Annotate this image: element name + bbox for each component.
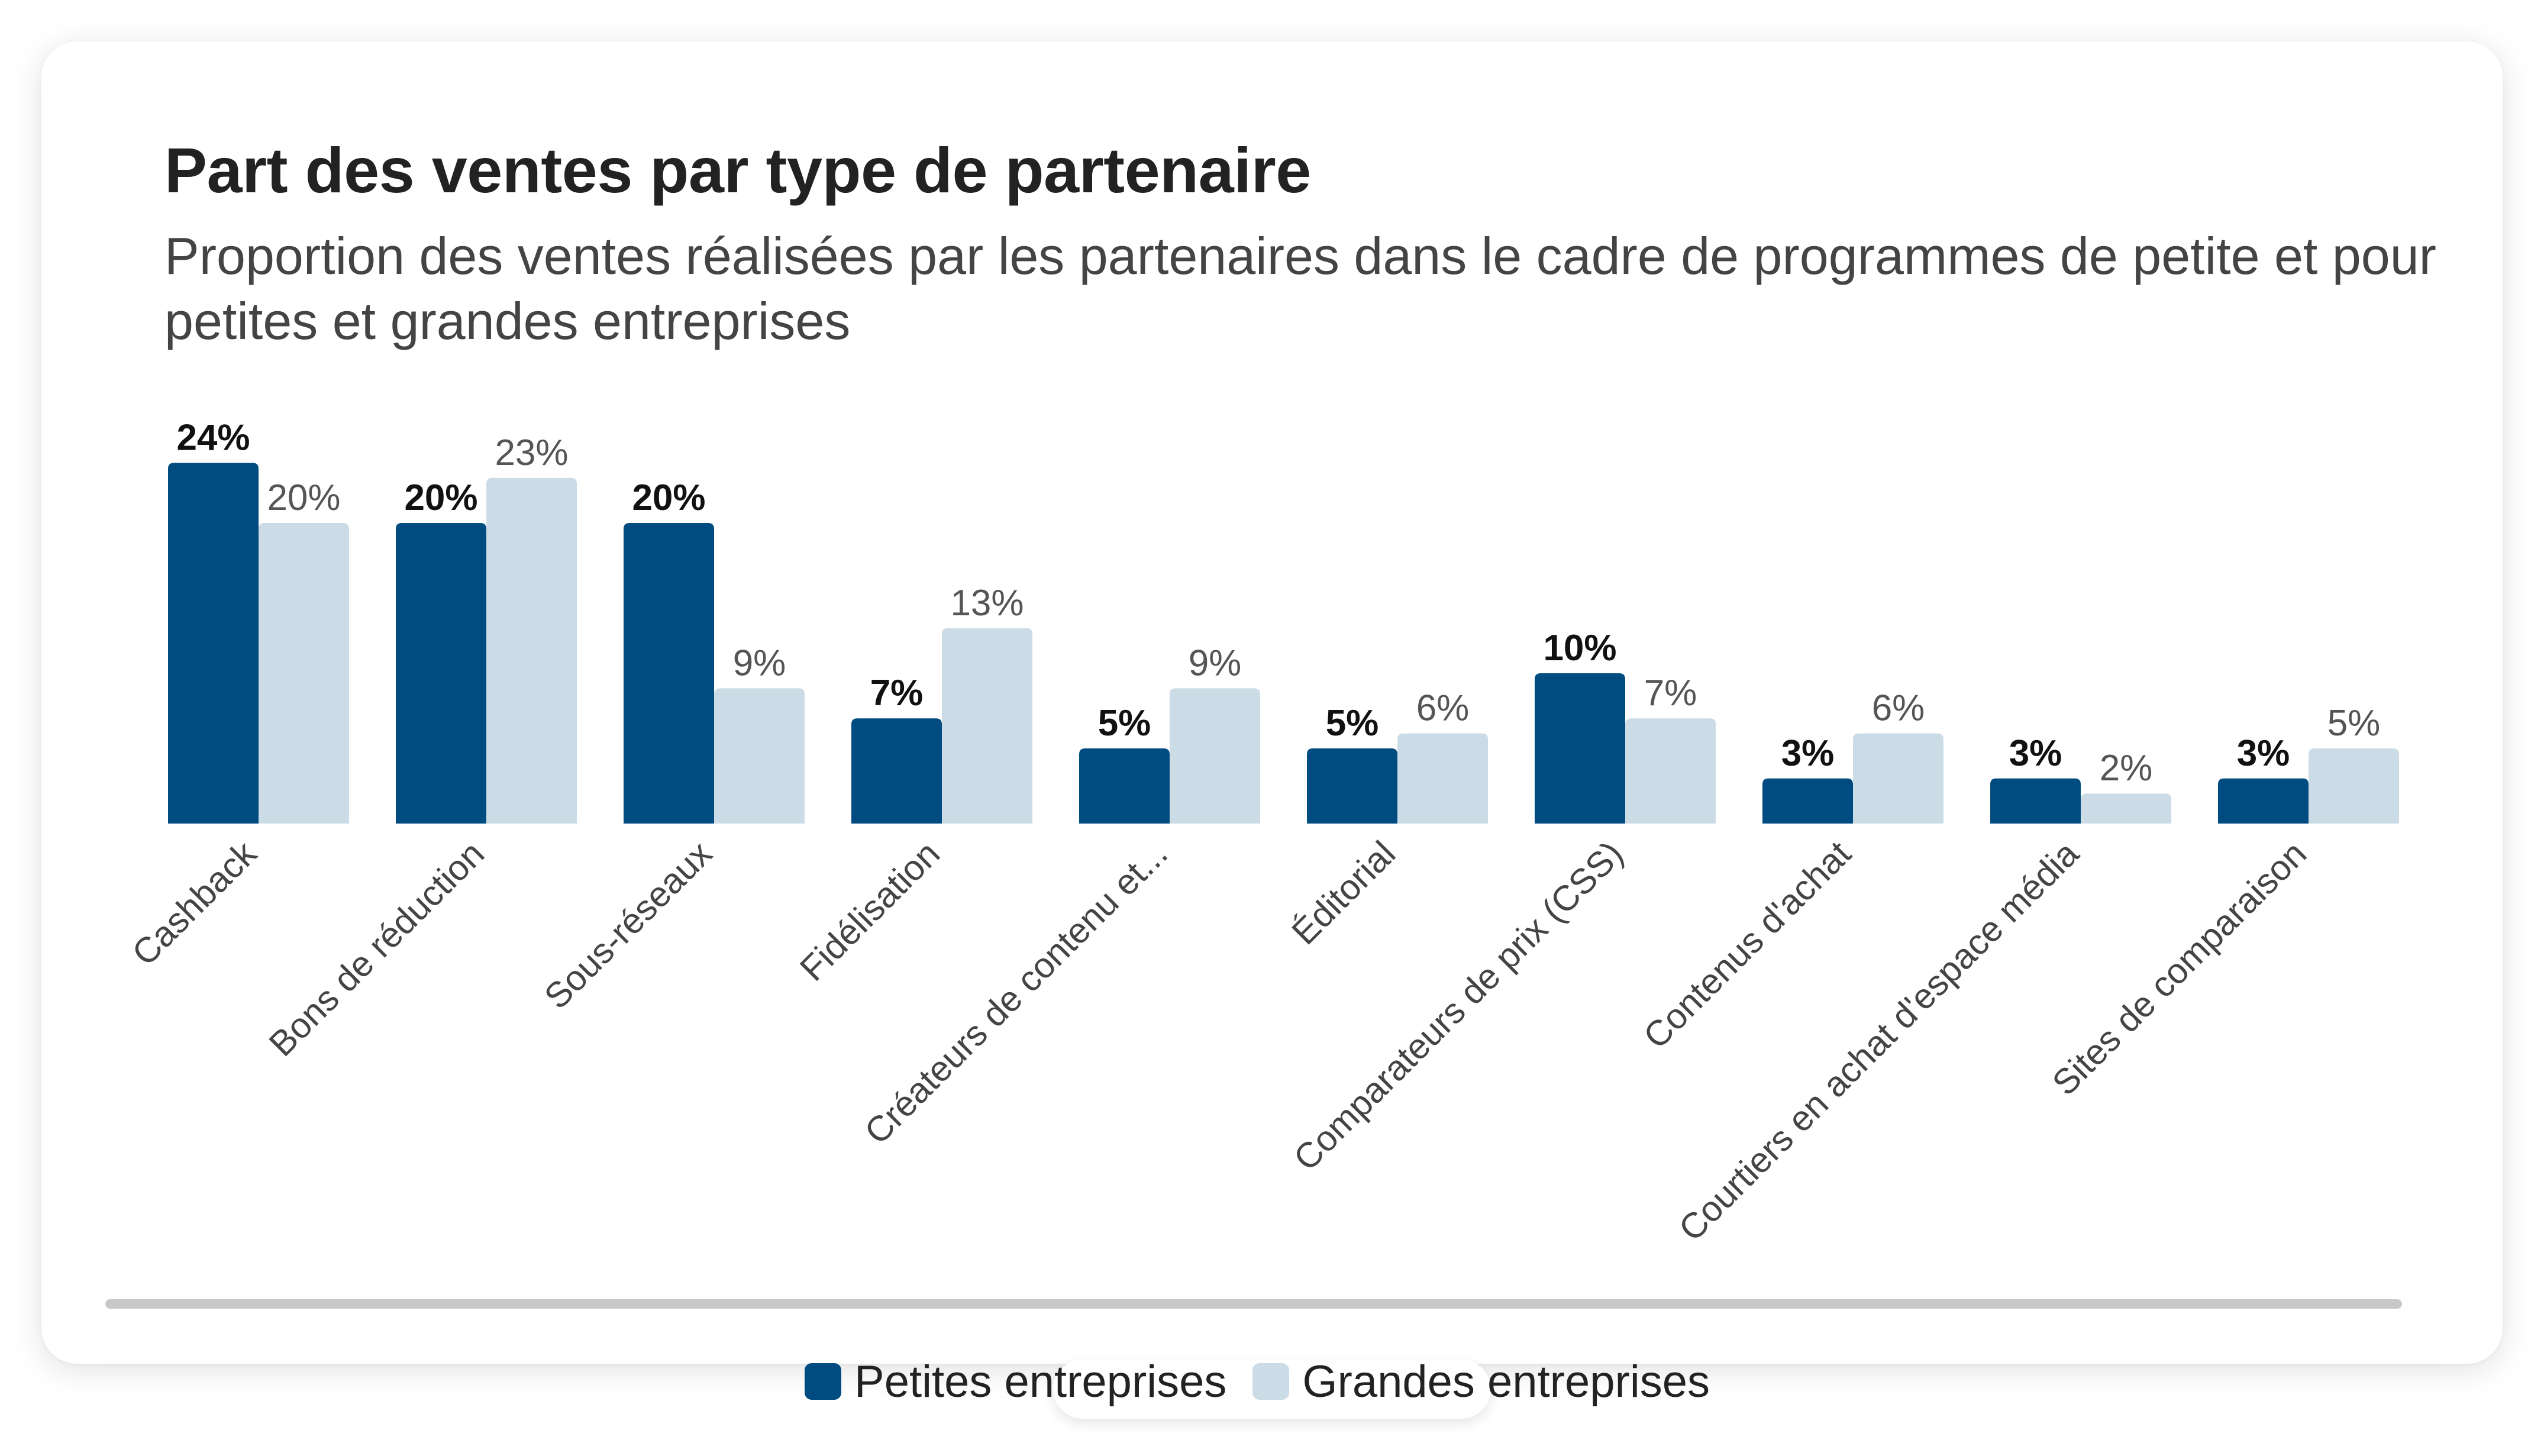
x-tick-label: Bons de réduction bbox=[261, 834, 492, 1064]
data-label: 6% bbox=[1416, 688, 1470, 729]
data-label: 9% bbox=[733, 643, 786, 683]
legend-item-petites[interactable]: Petites entreprises bbox=[805, 1356, 1226, 1407]
x-tick-label: Cashback bbox=[124, 833, 264, 973]
bar-petites[interactable] bbox=[1990, 778, 2081, 824]
bar-grandes[interactable] bbox=[1397, 733, 1488, 824]
data-label: 20% bbox=[632, 477, 705, 518]
bar-petites[interactable] bbox=[1762, 778, 1853, 824]
data-label: 3% bbox=[1781, 733, 1835, 774]
data-label: 5% bbox=[1098, 703, 1151, 744]
bar-grandes[interactable] bbox=[486, 477, 577, 824]
bar-petites[interactable] bbox=[624, 523, 714, 824]
bar-petites[interactable] bbox=[851, 718, 942, 824]
x-tick-label: Éditorial bbox=[1284, 834, 1403, 953]
legend-swatch-petites bbox=[805, 1363, 841, 1400]
x-tick-label: Contenus d'achat bbox=[1636, 834, 1858, 1056]
bar-grandes[interactable] bbox=[1170, 688, 1260, 824]
data-label: 24% bbox=[176, 417, 250, 458]
data-label: 9% bbox=[1189, 643, 1242, 683]
bar-grandes[interactable] bbox=[942, 628, 1032, 824]
chart-legend: Petites entreprises Grandes entreprises bbox=[805, 1349, 1710, 1414]
bar-grandes[interactable] bbox=[2309, 748, 2399, 824]
data-label: 6% bbox=[1872, 688, 1925, 729]
bar-grandes[interactable] bbox=[1853, 733, 1943, 824]
bar-petites[interactable] bbox=[1079, 748, 1170, 824]
data-label: 10% bbox=[1543, 628, 1616, 669]
bar-petites[interactable] bbox=[396, 523, 486, 824]
data-label: 5% bbox=[1326, 703, 1379, 744]
data-label: 7% bbox=[1644, 673, 1697, 714]
bar-grandes[interactable] bbox=[714, 688, 805, 824]
legend-label-grandes: Grandes entreprises bbox=[1302, 1356, 1710, 1407]
data-label: 2% bbox=[2100, 748, 2153, 789]
bar-petites[interactable] bbox=[1307, 748, 1397, 824]
bar-grandes[interactable] bbox=[2081, 793, 2171, 824]
bar-petites[interactable] bbox=[2218, 778, 2309, 824]
bar-petites[interactable] bbox=[168, 463, 259, 824]
data-label: 23% bbox=[495, 432, 568, 473]
x-tick-label: Courtiers en achat d'espace média bbox=[1671, 833, 2087, 1248]
x-tick-label: Sites de comparaison bbox=[2045, 834, 2314, 1103]
x-tick-label: Fidélisation bbox=[792, 834, 947, 989]
bar-petites[interactable] bbox=[1535, 673, 1625, 824]
legend-item-grandes[interactable]: Grandes entreprises bbox=[1252, 1356, 1710, 1407]
chart-subtitle: Proportion des ventes réalisées par les … bbox=[164, 227, 2436, 350]
x-tick-label: Sous-réseaux bbox=[537, 834, 719, 1016]
legend-label-petites: Petites entreprises bbox=[854, 1356, 1227, 1407]
bar-grandes[interactable] bbox=[1625, 718, 1716, 824]
data-label: 20% bbox=[404, 477, 477, 518]
bar-grandes[interactable] bbox=[259, 523, 349, 824]
data-label: 13% bbox=[950, 583, 1024, 624]
data-label: 3% bbox=[2237, 733, 2290, 774]
data-label: 5% bbox=[2327, 703, 2381, 744]
data-label: 7% bbox=[870, 673, 924, 714]
data-label: 20% bbox=[267, 477, 340, 518]
legend-swatch-grandes bbox=[1252, 1363, 1290, 1400]
data-label: 3% bbox=[2009, 733, 2062, 774]
chart-title: Part des ventes par type de partenaire bbox=[164, 134, 1311, 206]
